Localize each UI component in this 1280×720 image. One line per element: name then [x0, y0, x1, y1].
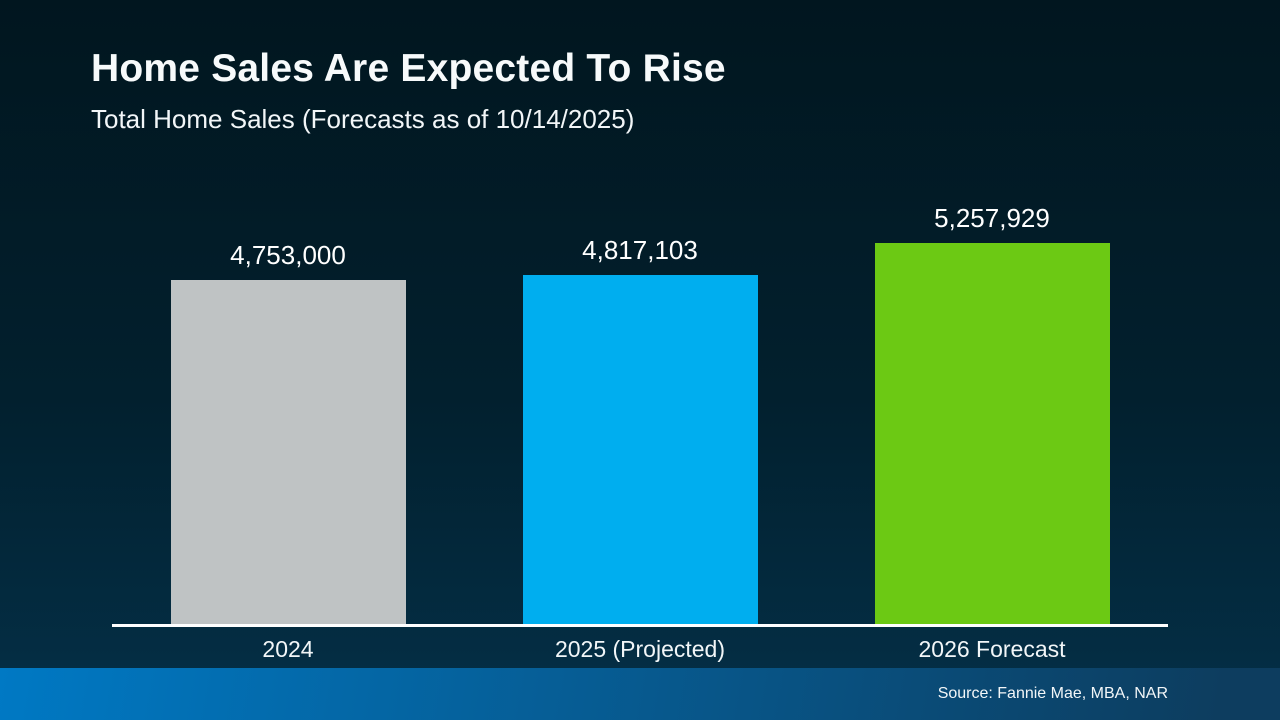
value-label-2024: 4,753,000	[230, 240, 346, 270]
bar-2024	[170, 280, 406, 624]
chart-subtitle: Total Home Sales (Forecasts as of 10/14/…	[91, 104, 635, 134]
bar-2026	[874, 243, 1110, 624]
category-label-2024: 2024	[262, 636, 314, 662]
x-axis-line	[112, 624, 1168, 627]
source-attribution: Source: Fannie Mae, MBA, NAR	[937, 685, 1168, 702]
page-title: Home Sales Are Expected To Rise	[91, 47, 726, 90]
x-axis-labels: 2024 2025 (Projected) 2026 Forecast	[112, 636, 1168, 663]
bar-2025	[522, 275, 758, 624]
value-label-2025: 4,817,103	[582, 235, 698, 265]
bar-chart: 4,753,000 4,817,103 5,257,929	[112, 0, 1168, 624]
category-label-2025: 2025 (Projected)	[554, 636, 726, 662]
bar-group-2026: 5,257,929	[816, 203, 1168, 624]
value-label-2026: 5,257,929	[934, 203, 1050, 233]
bar-group-2024: 4,753,000	[112, 240, 464, 624]
bar-group-2025: 4,817,103	[464, 235, 816, 624]
category-label-2026: 2026 Forecast	[918, 636, 1066, 662]
footer-accent-strip: Source: Fannie Mae, MBA, NAR	[0, 668, 1280, 720]
